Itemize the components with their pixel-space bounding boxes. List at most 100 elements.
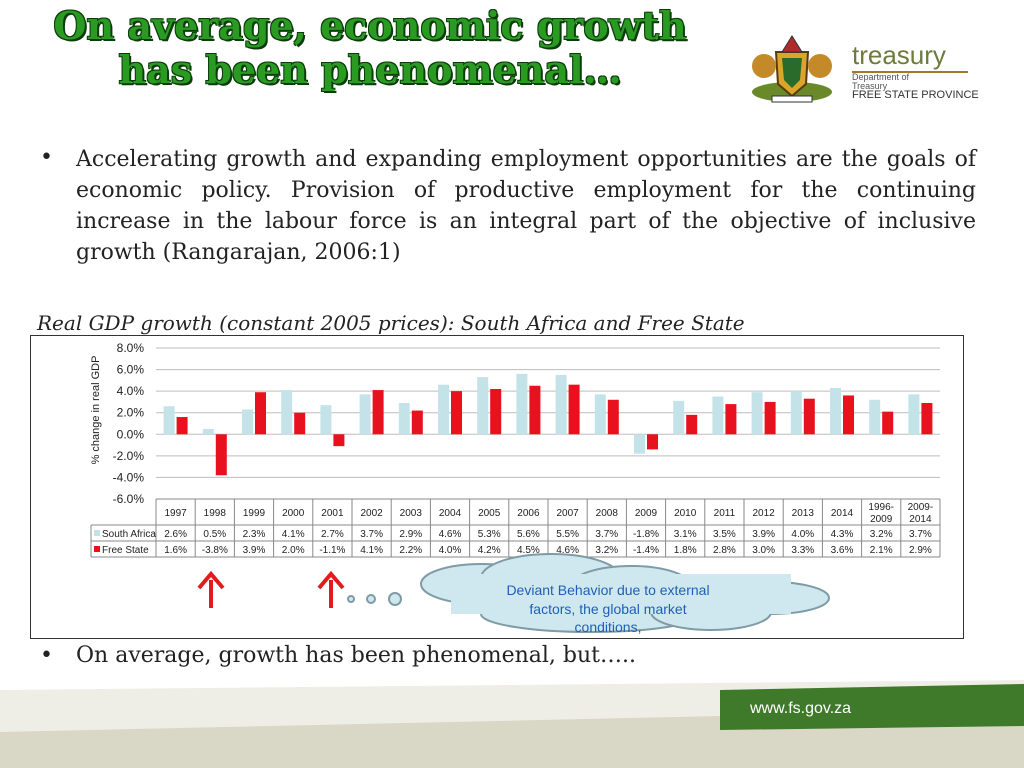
bar-south-africa	[712, 396, 724, 435]
chart-caption: Real GDP growth (constant 2005 prices): …	[37, 311, 745, 335]
bar-south-africa	[673, 400, 685, 435]
bubble-dot-1	[347, 595, 355, 603]
data-label: 4.1%	[282, 529, 305, 540]
bar-free-state	[176, 417, 188, 435]
data-label: 4.5%	[517, 545, 540, 556]
bar-free-state	[921, 403, 933, 435]
data-label: 2.3%	[243, 529, 266, 540]
data-label: 3.7%	[595, 529, 618, 540]
x-category-label: 2008	[596, 508, 619, 519]
x-category-label: 2004	[439, 508, 462, 519]
y-tick-label: 2.0%	[117, 406, 145, 420]
bar-free-state	[764, 401, 776, 435]
logo-dept-line-1: Department of	[852, 72, 910, 82]
data-label: 3.5%	[713, 529, 736, 540]
x-category-label: 2012	[752, 508, 775, 519]
bar-free-state	[607, 399, 619, 435]
bar-south-africa	[359, 394, 371, 435]
legend-swatch	[94, 530, 100, 536]
footer-band	[0, 680, 1024, 768]
x-category-label: 1999	[243, 508, 266, 519]
data-label: 2.8%	[713, 545, 736, 556]
legend-series-name: Free State	[102, 545, 149, 556]
y-tick-label: -2.0%	[113, 449, 145, 463]
chart-frame: 8.0% 6.0% 4.0% 2.0% 0.0% -2.0% -4.0% -6.0% 1997…	[30, 335, 964, 639]
callout-cloud: Deviant Behavior due to external factors…	[420, 553, 830, 635]
bar-free-state	[686, 414, 698, 435]
bar-south-africa	[751, 392, 763, 435]
treasury-wordmark: treasury	[852, 40, 946, 70]
bar-south-africa	[634, 434, 645, 454]
x-category-label: 2013	[792, 508, 815, 519]
footer-url[interactable]: www.fs.gov.za	[750, 700, 852, 717]
x-category-label: 2005	[478, 508, 501, 519]
bubble-dot-2	[366, 594, 376, 604]
bar-free-state	[803, 398, 815, 435]
callout-line-1: Deviant Behavior due to external	[506, 582, 709, 598]
bar-south-africa	[516, 373, 528, 435]
y-tick-label: -6.0%	[113, 492, 145, 506]
data-label: 3.0%	[752, 545, 775, 556]
data-label: 5.3%	[478, 529, 501, 540]
data-label: 3.2%	[595, 545, 618, 556]
x-category-label: 1996-	[868, 502, 894, 513]
bar-free-state	[568, 384, 580, 435]
x-category-label: 2009	[870, 514, 893, 525]
data-label: 4.3%	[831, 529, 854, 540]
title-line-2: has been phenomenal…	[118, 47, 622, 92]
bar-free-state	[725, 404, 737, 435]
data-label: -3.8%	[202, 545, 228, 556]
x-category-label: 2000	[282, 508, 305, 519]
bar-free-state	[451, 391, 462, 435]
bar-south-africa	[830, 387, 841, 435]
bullet-text-1: Accelerating growth and expanding employ…	[76, 147, 976, 265]
y-axis-label: % change in real GDP	[90, 356, 102, 465]
data-label: 4.0%	[791, 529, 814, 540]
x-category-label: 2006	[517, 508, 540, 519]
callout-line-3: conditions,	[575, 619, 642, 635]
y-tick-label: 8.0%	[117, 341, 145, 355]
bullet-text-2: On average, growth has been phenomenal, …	[76, 643, 636, 668]
bar-south-africa	[869, 399, 881, 435]
bar-free-state	[255, 392, 266, 435]
y-tick-label: 4.0%	[117, 384, 145, 398]
x-category-label: 1997	[164, 508, 187, 519]
data-label: 2.6%	[164, 529, 187, 540]
bar-free-state	[372, 390, 384, 435]
bar-free-state	[411, 410, 423, 435]
bar-south-africa	[908, 394, 920, 435]
x-category-label: 2014	[831, 508, 854, 519]
data-label: 2.2%	[399, 545, 422, 556]
coat-of-arms-logo	[752, 35, 832, 103]
bar-south-africa	[202, 428, 214, 435]
x-category-label: 2011	[714, 508, 736, 519]
data-label: 3.6%	[831, 545, 854, 556]
data-label: 3.7%	[909, 529, 932, 540]
x-category-label: 2001	[321, 508, 344, 519]
title-line-1: On average, economic growth	[53, 3, 687, 48]
data-label: 2.9%	[399, 529, 422, 540]
bar-south-africa	[320, 405, 332, 435]
bar-free-state	[215, 434, 227, 476]
data-label: 3.9%	[752, 529, 775, 540]
x-category-label: 2010	[674, 508, 697, 519]
y-tick-label: 6.0%	[117, 363, 145, 377]
bar-free-state	[647, 434, 658, 450]
bar-south-africa	[555, 374, 567, 435]
legend-swatch	[94, 546, 100, 552]
x-category-label: 2003	[400, 508, 423, 519]
legend-series-name: South Africa	[102, 529, 156, 540]
arrow-2001-icon	[317, 570, 345, 608]
bar-free-state	[882, 411, 894, 435]
bar-south-africa	[790, 391, 802, 435]
y-tick-label: -4.0%	[113, 470, 145, 484]
bar-free-state	[529, 385, 541, 435]
bar-free-state	[843, 395, 854, 435]
bullet-marker-2: •	[40, 643, 53, 668]
data-label: 4.6%	[439, 529, 462, 540]
logo-divider	[852, 71, 968, 73]
x-category-label: 2009-	[908, 502, 934, 513]
data-label: 2.7%	[321, 529, 344, 540]
data-label: 5.5%	[556, 529, 579, 540]
x-category-label: 2002	[360, 508, 383, 519]
